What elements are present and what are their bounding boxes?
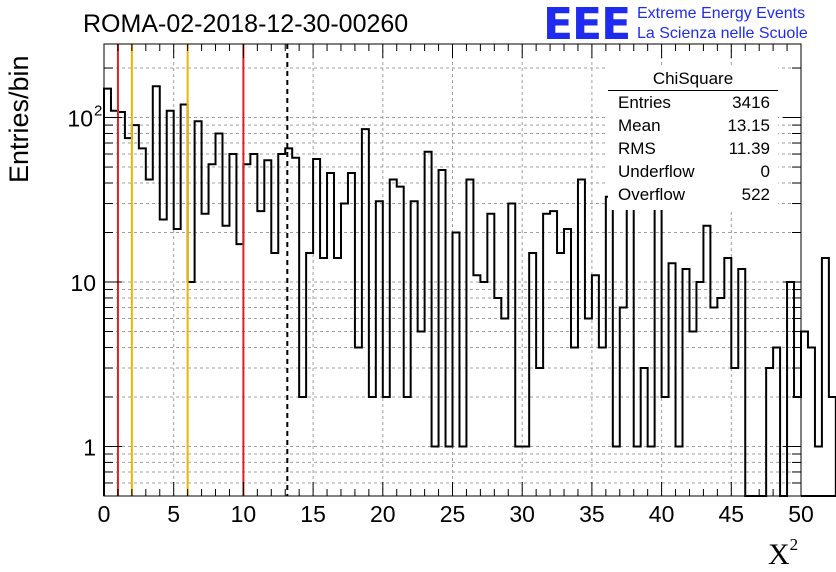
stats-label: Overflow: [618, 185, 686, 204]
x-tick-label: 35: [579, 501, 605, 527]
stats-value: 13.15: [727, 116, 770, 135]
x-tick-label: 30: [509, 501, 535, 527]
x-axis-label-base: X: [768, 538, 790, 571]
stats-row-rms: RMS 11.39: [612, 137, 776, 160]
logo-caption-line1: Extreme Energy Events: [637, 5, 806, 22]
stats-label: Underflow: [618, 162, 695, 181]
stats-value: 0: [760, 162, 770, 181]
y-tick-label: 1: [83, 434, 96, 460]
stats-title: ChiSquare: [608, 67, 778, 91]
x-tick-label: 20: [370, 501, 396, 527]
logo-caption-line2: La Scienza nelle Scuole: [637, 25, 808, 42]
stats-value: 522: [741, 185, 770, 204]
x-tick-label: 15: [300, 501, 326, 527]
eee-logo: EEE: [543, 0, 631, 50]
stats-row-mean: Mean 13.15: [612, 114, 776, 137]
x-axis-label-sup: 2: [789, 535, 799, 554]
chart-title: ROMA-02-2018-12-30-00260: [83, 10, 409, 38]
stats-row-overflow: Overflow 522: [612, 183, 776, 206]
x-tick-label: 25: [440, 501, 466, 527]
x-tick-label: 40: [649, 501, 675, 527]
stats-label: Mean: [618, 116, 661, 135]
stats-value: 11.39: [728, 139, 770, 158]
logo-caption: Extreme Energy Events La Scienza nelle S…: [637, 4, 808, 44]
x-tick-label: 50: [788, 501, 814, 527]
stats-label: RMS: [618, 139, 656, 158]
x-tick-label: 45: [719, 501, 745, 527]
histogram-series: [103, 85, 836, 497]
x-axis-label: X2: [768, 535, 798, 572]
x-tick-label: 0: [98, 501, 111, 527]
stats-box: ChiSquare Entries 3416 Mean 13.15 RMS 11.39…: [608, 67, 778, 206]
stats-row-underflow: Underflow 0: [612, 160, 776, 183]
y-tick-label: 10: [70, 270, 96, 296]
x-tick-label: 5: [167, 501, 180, 527]
stats-value: 3416: [732, 93, 770, 112]
stats-row-entries: Entries 3416: [612, 91, 776, 114]
y-tick-label-exponent: 2: [94, 103, 102, 120]
x-tick-label: 10: [231, 501, 257, 527]
stats-label: Entries: [618, 93, 671, 112]
y-tick-label: 10: [67, 106, 93, 132]
